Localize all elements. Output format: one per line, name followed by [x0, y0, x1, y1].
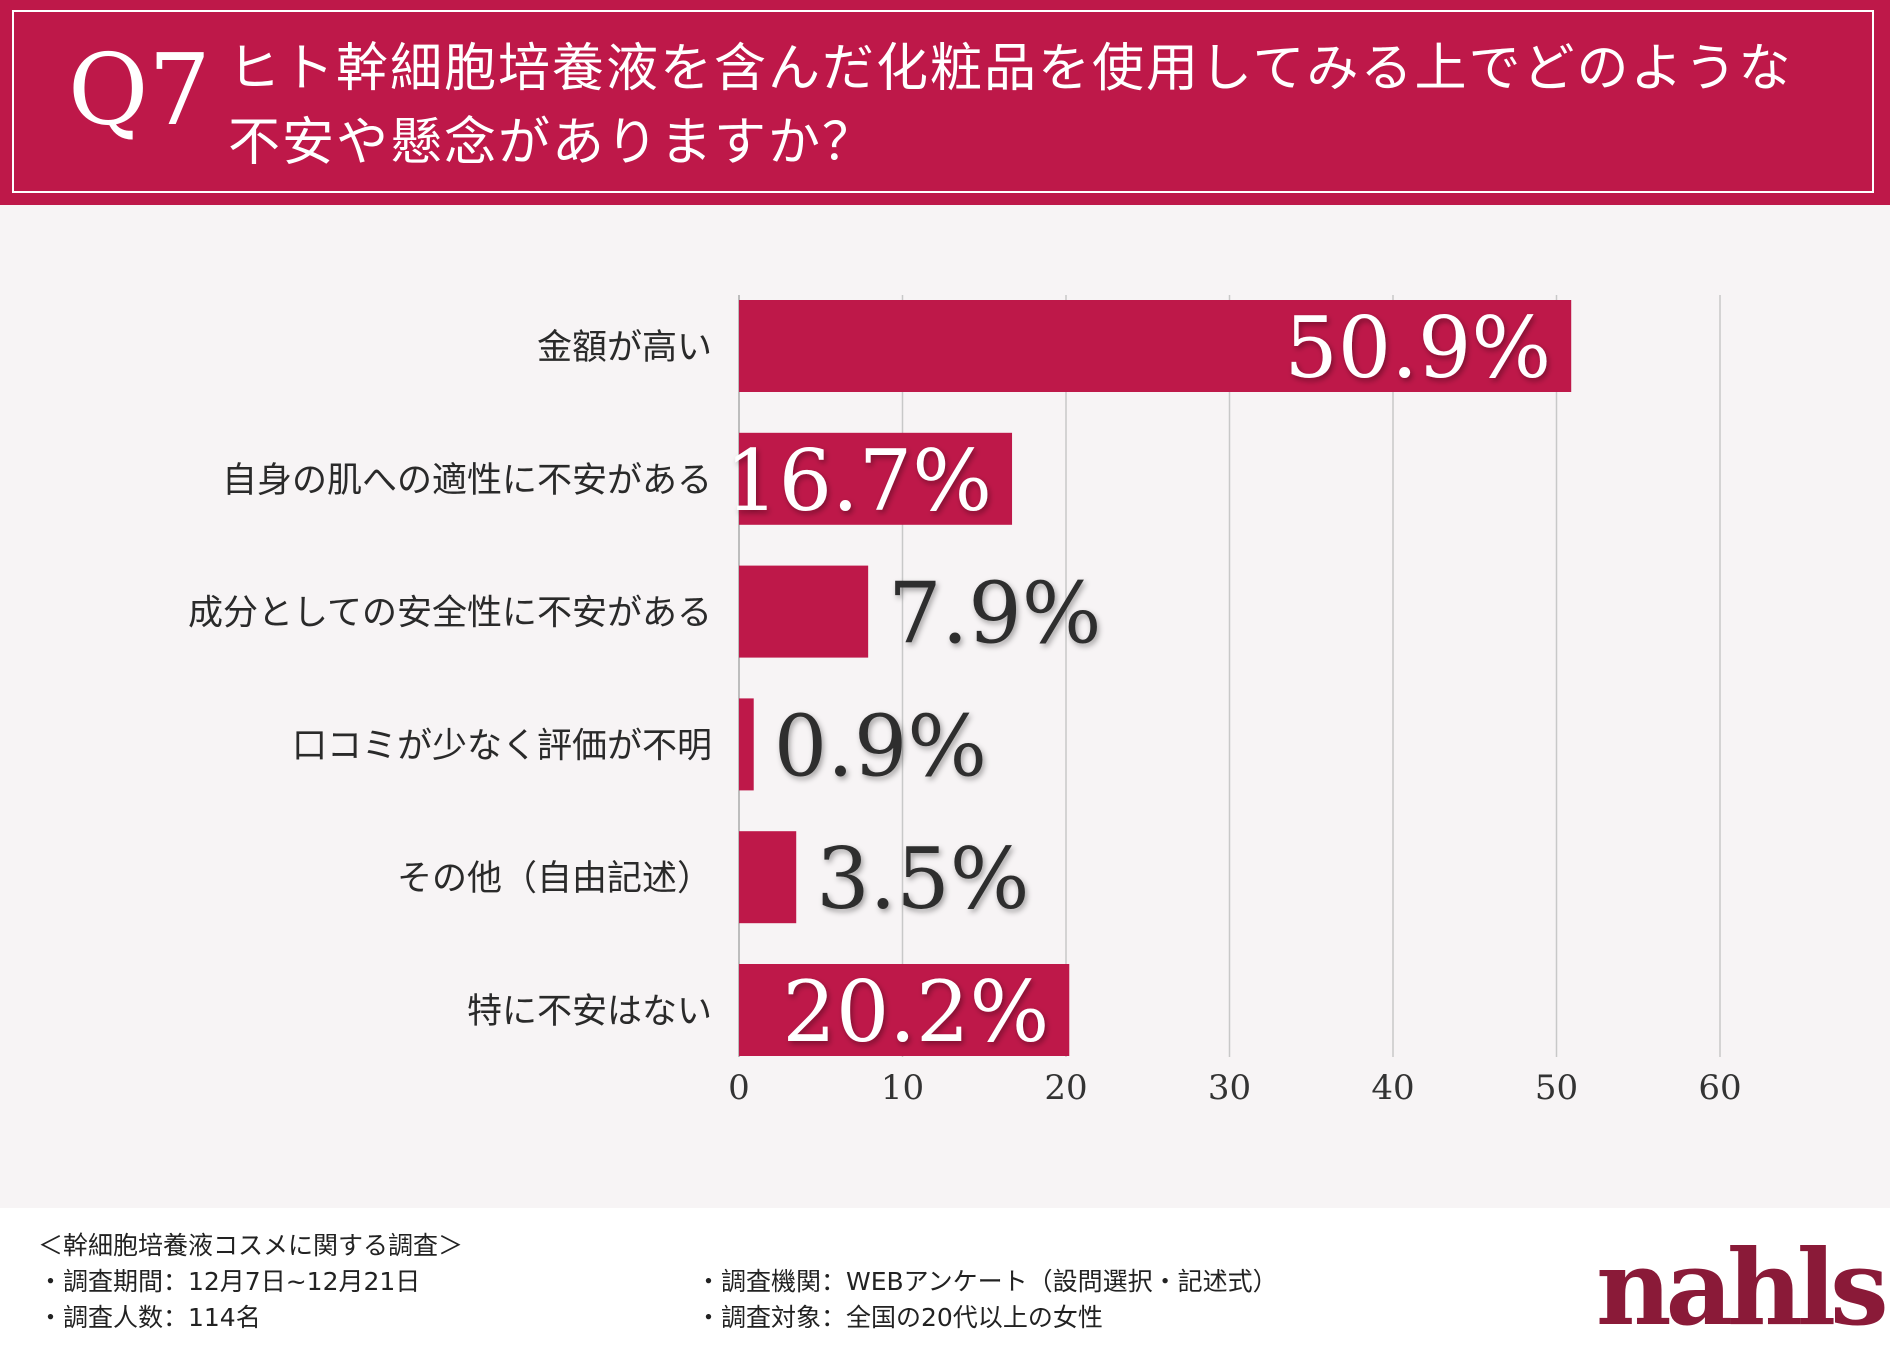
header-frame — [12, 10, 1874, 193]
x-tick-label: 40 — [1371, 1068, 1414, 1108]
data-label: 0.9% — [774, 697, 987, 795]
header-banner: Q7 ヒト幹細胞培養液を含んだ化粧品を使用してみる上でどのような 不安や懸念があ… — [0, 0, 1890, 205]
x-tick-label: 30 — [1208, 1068, 1251, 1108]
x-axis-ticks: 0 10 20 30 40 50 60 — [728, 1068, 1741, 1108]
question-text: ヒト幹細胞培養液を含んだ化粧品を使用してみる上でどのような 不安や懸念があります… — [228, 32, 1828, 180]
bar — [739, 831, 797, 924]
x-tick-label: 0 — [728, 1068, 750, 1108]
category-label: 自身の肌への適性に不安がある — [222, 461, 712, 501]
data-label: 20.2% — [782, 963, 1049, 1061]
x-tick-label: 20 — [1044, 1068, 1087, 1108]
bar — [739, 698, 754, 791]
question-number: Q7 — [68, 34, 211, 148]
bar — [739, 565, 869, 658]
nahls-logo: nahls — [1596, 1226, 1889, 1349]
question-line-1: ヒト幹細胞培養液を含んだ化粧品を使用してみる上でどのような — [228, 39, 1793, 99]
data-label: 7.9% — [888, 565, 1101, 663]
x-tick-label: 60 — [1698, 1068, 1741, 1108]
survey-period: ・調査期間：12月7日~12月21日 — [38, 1267, 421, 1296]
question-line-2: 不安や懸念がありますか？ — [228, 113, 877, 173]
category-label: 成分としての安全性に不安がある — [188, 594, 712, 634]
bar — [739, 964, 1070, 1056]
category-label: 特に不安はない — [467, 992, 712, 1032]
grid-lines — [738, 295, 1721, 1057]
bar-chart: 金額が高い自身の肌への適性に不安がある成分としての安全性に不安がある口コミが少な… — [188, 295, 1742, 1108]
x-tick-label: 50 — [1535, 1068, 1578, 1108]
category-labels: 金額が高い自身の肌への適性に不安がある成分としての安全性に不安がある口コミが少な… — [188, 328, 712, 1032]
category-label: 口コミが少なく評価が不明 — [292, 726, 712, 766]
survey-respondents: ・調査人数：114名 — [38, 1303, 261, 1332]
bars — [739, 300, 1572, 1056]
data-labels: 50.9% 16.7% 7.9% 0.9% 3.5% 20.2% — [725, 299, 1551, 1061]
footer: ＜幹細胞培養液コスメに関する調査＞ ・調査期間：12月7日~12月21日 ・調査… — [0, 1208, 1890, 1350]
x-tick-label: 10 — [881, 1068, 924, 1108]
survey-target: ・調査対象：全国の20代以上の女性 — [696, 1303, 1103, 1332]
data-label: 50.9% — [1284, 299, 1551, 397]
data-label: 16.7% — [725, 432, 992, 530]
category-label: 金額が高い — [537, 328, 712, 368]
survey-title: ＜幹細胞培養液コスメに関する調査＞ — [38, 1231, 464, 1260]
survey-agency: ・調査機関：WEBアンケート（設問選択・記述式） — [696, 1267, 1278, 1296]
bar — [739, 432, 1013, 525]
category-label: その他（自由記述） — [397, 859, 712, 899]
data-label: 3.5% — [816, 830, 1029, 928]
bar — [739, 300, 1572, 392]
